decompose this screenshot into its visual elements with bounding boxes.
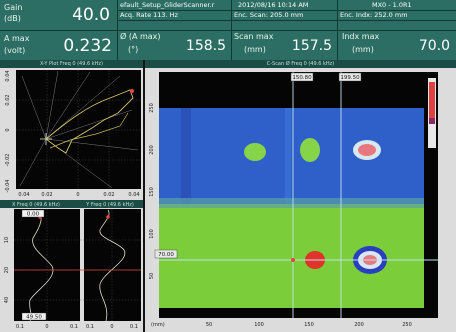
- xy-plot-area: [16, 70, 141, 189]
- left-strip-trace: [29, 209, 54, 322]
- phase-a-max-value: 158.5: [185, 38, 226, 54]
- strip-y-tick: 20: [4, 267, 10, 273]
- cscan-y-tick: 50: [149, 273, 155, 279]
- a-max-unit: (volt): [4, 46, 26, 55]
- readout-header: Gain (dB) 40.0 A max (volt) 0.232 efault…: [0, 0, 456, 60]
- strip-x-tick-labels: 0.1 0 0.1 0.1 0 0.1: [16, 324, 138, 330]
- cscan-x-tick: 250: [402, 322, 412, 328]
- xy-x-tick: 0.02: [103, 192, 114, 198]
- date-time: 2012/08/16 10:14 AM: [238, 1, 309, 9]
- strip-top-value: 0.00: [27, 212, 40, 218]
- strip-y-tick: 40: [4, 297, 10, 303]
- strip-y-tick-labels: 10 20 40: [4, 237, 10, 303]
- cscan-x-tick-labels: 50 100 150 200 250: [206, 322, 412, 328]
- index-max-value: 70.0: [418, 38, 450, 54]
- xy-plot-title: X-Y Plot Freq 0 (49.6 kHz): [0, 60, 143, 68]
- strip-x-tick: 0: [110, 324, 113, 330]
- xy-x-tick: 0.02: [41, 192, 52, 198]
- cscan-color-scale: [428, 78, 436, 148]
- strip-x-tick: 0: [45, 324, 48, 330]
- right-strip-trace: [99, 209, 126, 322]
- cscan-defect-indication-3: [358, 144, 376, 156]
- cscan-x-unit: (mm): [151, 322, 165, 328]
- xy-lissajous-trace: [45, 89, 134, 154]
- phase-a-max-unit: (°): [128, 45, 139, 54]
- cscan-cursor-marker: [291, 258, 295, 262]
- cscan-defect-indication-1: [244, 143, 266, 161]
- device-name: MX0 - 1.0R1: [372, 1, 412, 9]
- xy-x-tick: 0: [76, 192, 79, 198]
- strip-bottom-value: 49.50: [26, 315, 42, 321]
- xy-y-tick-labels: 0.04 0.02 0 -0.02 -0.04: [5, 70, 11, 192]
- xy-y-tick: 0.02: [5, 94, 11, 105]
- left-strip-title: X Freq 0 (49.6 kHz): [12, 202, 60, 208]
- strip-charts[interactable]: X Freq 0 (49.6 kHz) Y Freq 0 (49.6 kHz) …: [0, 200, 143, 332]
- cursor-index-label: 70.00: [158, 252, 174, 258]
- cscan-x-tick: 200: [354, 322, 364, 328]
- cursor-scan-1-label: 150.80: [292, 75, 312, 81]
- scan-max-value: 157.5: [291, 38, 332, 54]
- gain-value: 40.0: [72, 5, 110, 25]
- xy-plot[interactable]: 0.04 0.02 0 -0.02 -0.04 0.04 0.02 0 0.02 0.04: [0, 68, 143, 200]
- xy-grid: [16, 70, 141, 189]
- cscan-x-tick: 150: [304, 322, 314, 328]
- display-area: X-Y Plot Freq 0 (49.6 kHz) 0.04 0.02 0 -0.0…: [0, 60, 456, 332]
- strip-y-tick: 10: [4, 237, 10, 243]
- cscan-title: C-Scan Ø Freq 0 (49.6 kHz): [145, 60, 456, 68]
- cscan-x-tick: 100: [254, 322, 264, 328]
- cscan-view[interactable]: 150.80 199.50 70.00 250 200 150 100 50 50 100…: [145, 68, 456, 332]
- cscan-cursors[interactable]: [159, 72, 438, 318]
- cursor-scan-2-label: 199.50: [340, 75, 360, 81]
- index-max-label: Indx max: [342, 32, 380, 41]
- cscan-defect-indication-2: [300, 138, 320, 162]
- right-strip-title: Y Freq 0 (49.6 kHz): [85, 202, 134, 208]
- cscan-y-tick: 200: [149, 145, 155, 155]
- cscan-image: [159, 108, 424, 308]
- scan-max-unit: (mm): [244, 45, 266, 54]
- right-strip-area: [84, 209, 141, 321]
- strip-x-tick: 0.1: [86, 324, 94, 330]
- xy-x-tick: 0.04: [128, 192, 139, 198]
- left-strip-area: [14, 209, 80, 321]
- xy-y-tick: -0.04: [5, 180, 11, 193]
- cscan-y-tick: 250: [149, 103, 155, 113]
- xy-x-tick-labels: 0.04 0.02 0 0.02 0.04: [18, 192, 139, 198]
- encoder-scan: Enc. Scan: 205.0 mm: [234, 11, 304, 19]
- setup-file: efault_Setup_GliderScanner.r: [120, 1, 215, 9]
- index-max-unit: (mm): [352, 45, 374, 54]
- gain-label: Gain: [4, 3, 23, 12]
- phase-a-max-label: Ø (A max): [120, 32, 161, 41]
- strip-x-tick: 0.1: [70, 324, 78, 330]
- xy-trace-secondary: [49, 112, 129, 149]
- strip-x-tick: 0.1: [130, 324, 138, 330]
- xy-x-tick: 0.04: [18, 192, 29, 198]
- cscan-x-tick: 50: [206, 322, 212, 328]
- xy-y-tick: 0: [5, 128, 11, 131]
- cscan-y-tick: 150: [149, 187, 155, 197]
- scan-max-label: Scan max: [234, 32, 274, 41]
- gain-unit: (dB): [4, 14, 21, 23]
- cscan-upper-region: [159, 108, 424, 204]
- right-strip-marker: [106, 215, 110, 219]
- a-max-value: 0.232: [63, 36, 112, 56]
- strip-x-tick: 0.1: [16, 324, 24, 330]
- acquisition-rate: Acq. Rate 113. Hz: [120, 11, 178, 19]
- a-max-label: A max: [4, 34, 30, 43]
- xy-y-tick: -0.02: [5, 154, 11, 167]
- xy-max-marker: [130, 89, 134, 93]
- xy-y-tick: 0.04: [5, 70, 11, 81]
- encoder-index: Enc. Indx: 252.0 mm: [340, 11, 408, 19]
- cscan-y-tick-labels: 250 200 150 100 50: [149, 103, 155, 279]
- cscan-y-tick: 100: [149, 229, 155, 239]
